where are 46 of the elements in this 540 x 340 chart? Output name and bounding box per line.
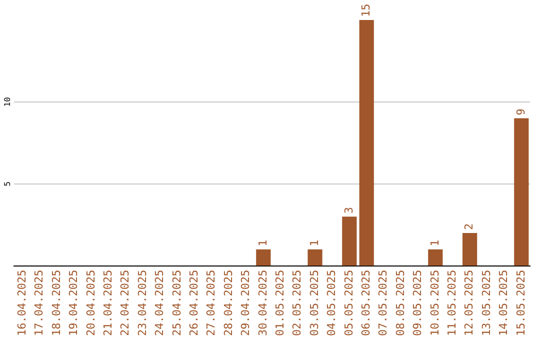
x-tick-label: 10.05.2025 xyxy=(428,270,442,336)
x-tick-label: 03.05.2025 xyxy=(308,270,321,336)
bar xyxy=(342,216,357,266)
x-tick-label: 27.04.2025 xyxy=(204,270,218,336)
x-tick-label: 30.04.2025 xyxy=(256,270,270,336)
data-label: 1 xyxy=(256,240,270,246)
x-tick-label: 23.04.2025 xyxy=(136,270,149,336)
x-tick-label: 28.04.2025 xyxy=(222,270,235,336)
bar xyxy=(308,249,322,266)
y-tick-label: 10 xyxy=(3,96,12,107)
bar xyxy=(462,233,478,266)
y-tick-label: 5 xyxy=(3,181,12,186)
data-label: 3 xyxy=(342,206,356,214)
x-tick-label: 17.04.2025 xyxy=(32,270,46,336)
x-tick-label: 18.04.2025 xyxy=(50,270,63,336)
x-tick-label: 29.04.2025 xyxy=(239,270,252,336)
bar xyxy=(514,118,529,266)
x-tick-label: 02.05.2025 xyxy=(290,270,304,336)
bar xyxy=(256,249,271,266)
data-label: 2 xyxy=(462,223,476,230)
x-tick-label: 09.05.2025 xyxy=(411,270,424,336)
x-tick-label: 06.05.2025 xyxy=(359,270,372,336)
x-tick-label: 05.05.2025 xyxy=(342,270,356,336)
bar xyxy=(359,20,374,266)
bar xyxy=(428,249,443,266)
data-label: 15 xyxy=(359,4,372,17)
x-tick-label: 15.05.2025 xyxy=(514,270,528,336)
x-tick-label: 26.04.2025 xyxy=(187,270,200,336)
x-tick-label: 20.04.2025 xyxy=(84,270,98,336)
x-tick-label: 08.05.2025 xyxy=(394,270,407,336)
x-tick-label: 16.04.2025 xyxy=(15,270,28,336)
x-tick-label: 11.05.2025 xyxy=(445,270,458,336)
x-tick-label: 04.05.2025 xyxy=(325,270,338,336)
x-tick-label: 25.04.2025 xyxy=(170,270,184,336)
x-tick-label: 12.05.2025 xyxy=(462,270,476,336)
x-tick-label: 22.04.2025 xyxy=(118,270,132,336)
x-tick-label: 13.05.2025 xyxy=(480,270,493,336)
x-tick-label: 01.05.2025 xyxy=(273,270,286,336)
x-tick-label: 14.05.2025 xyxy=(497,270,510,336)
data-label: 1 xyxy=(308,240,321,246)
x-tick-label: 21.04.2025 xyxy=(101,270,114,336)
x-tick-label: 07.05.2025 xyxy=(376,270,390,336)
data-label: 1 xyxy=(428,240,442,246)
x-tick-label: 24.04.2025 xyxy=(153,270,166,336)
x-tick-label: 19.04.2025 xyxy=(67,270,80,336)
data-label: 9 xyxy=(514,108,528,116)
